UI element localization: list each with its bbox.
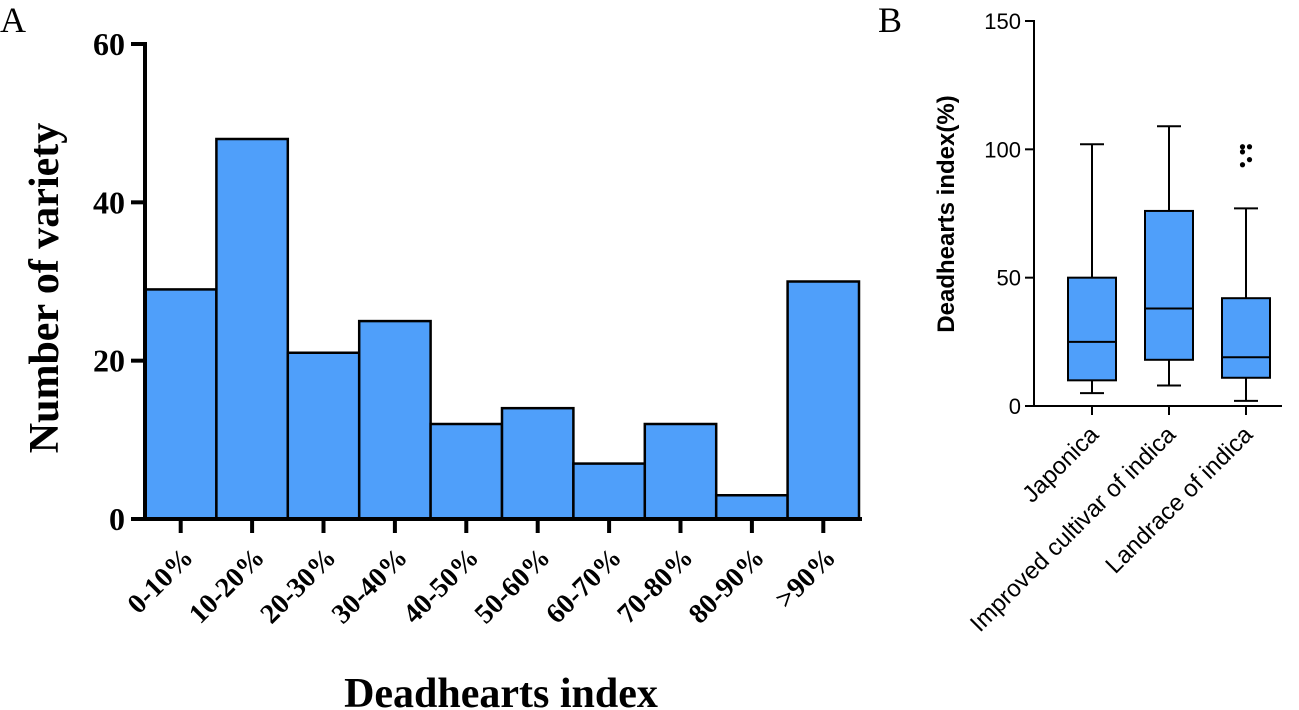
- x-tick-label-80-90%: 80-90%: [683, 542, 771, 630]
- x-tick-label->90%: >90%: [769, 542, 842, 615]
- bar-0-10%: [143, 288, 218, 521]
- y-tick-label-20: 20: [93, 343, 125, 379]
- y-tick-label-0: 0: [1009, 394, 1021, 419]
- x-tick-label-10-20%: 10-20%: [183, 542, 271, 630]
- panel-b-y-axis-title: Deadhearts index(%): [933, 95, 960, 332]
- bar-20-30%: [286, 351, 361, 521]
- bar-30-40%: [357, 319, 432, 521]
- outlier-landrace-of-indica: [1246, 157, 1253, 163]
- box-improved-cultivar-of-indica: [1144, 209, 1194, 361]
- bar-50-60%: [500, 406, 575, 521]
- panel-a-histogram: A 02040600-10%10-20%20-30%30-40%40-50%50…: [0, 0, 862, 710]
- panel-a-label: A: [0, 0, 26, 40]
- bar-10-20%: [215, 137, 290, 521]
- panel-a-bars: [143, 137, 861, 521]
- bar-70-80%: [643, 422, 718, 521]
- y-tick-label-100: 100: [984, 137, 1021, 162]
- panel-b-label: B: [878, 0, 902, 40]
- bar->90%: [786, 280, 861, 521]
- x-tick-label-landrace-of-indica: Landrace of indica: [1100, 421, 1258, 579]
- bar-60-70%: [572, 462, 647, 521]
- box-japonica: [1067, 276, 1117, 382]
- panel-b-boxes: [1067, 125, 1271, 402]
- y-tick-label-60: 60: [93, 26, 125, 62]
- y-tick-label-0: 0: [109, 501, 125, 537]
- x-tick-label-50-60%: 50-60%: [469, 542, 557, 630]
- outlier-landrace-of-indica: [1239, 144, 1246, 150]
- x-tick-label-70-80%: 70-80%: [612, 542, 700, 630]
- bar-40-50%: [429, 422, 504, 521]
- x-tick-label-40-50%: 40-50%: [397, 542, 485, 630]
- bar-80-90%: [714, 494, 789, 521]
- x-tick-label-60-70%: 60-70%: [540, 542, 628, 630]
- y-tick-label-40: 40: [93, 184, 125, 220]
- y-tick-label-50: 50: [997, 266, 1021, 291]
- box-landrace-of-indica: [1221, 297, 1271, 379]
- outlier-landrace-of-indica: [1239, 149, 1246, 155]
- panel-a-y-axis-title: Number of variety: [22, 123, 68, 453]
- x-tick-label-30-40%: 30-40%: [326, 542, 414, 630]
- y-tick-label-150: 150: [984, 9, 1021, 34]
- outlier-landrace-of-indica: [1239, 162, 1246, 168]
- outlier-landrace-of-indica: [1246, 144, 1253, 150]
- panel-a-x-axis-title: Deadhearts index: [344, 671, 658, 710]
- x-tick-label-20-30%: 20-30%: [255, 542, 343, 630]
